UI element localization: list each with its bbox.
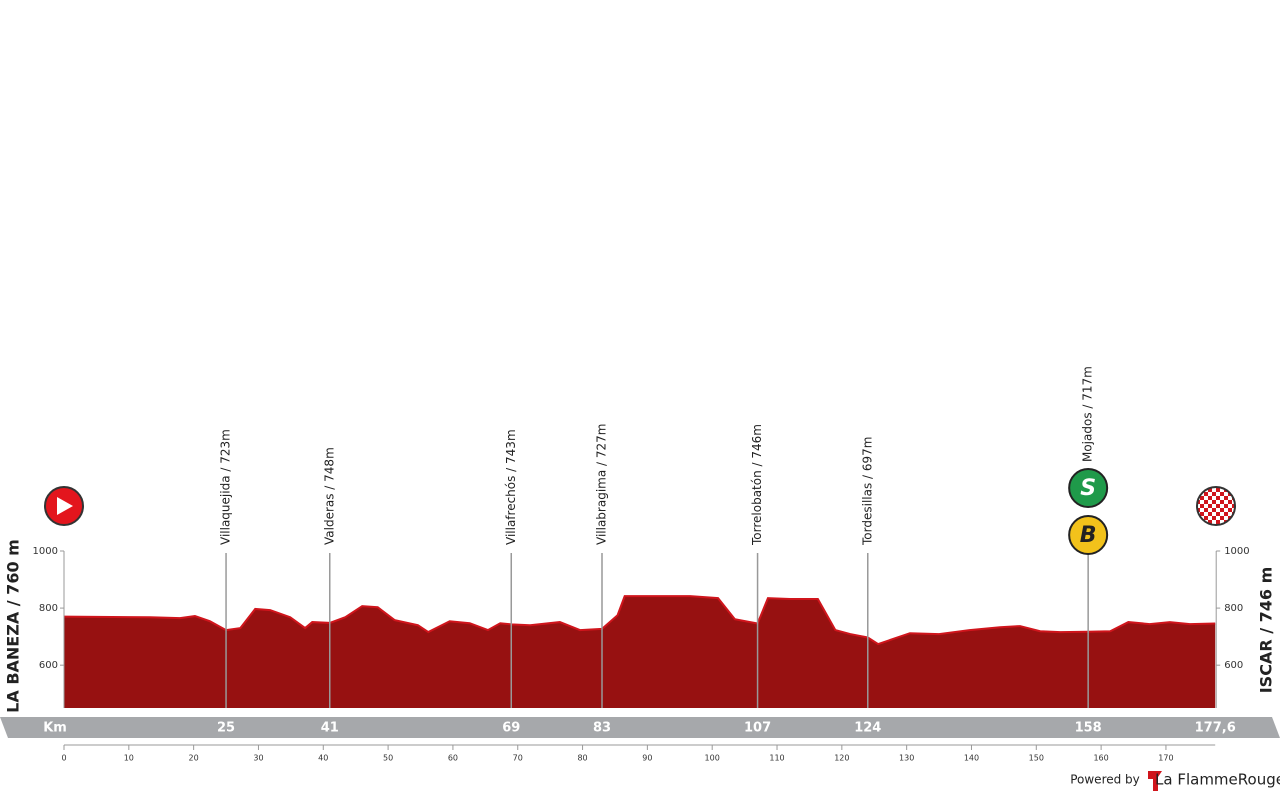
y-tick-label: 1000 (33, 546, 58, 557)
start-icon (44, 486, 84, 526)
waypoint-label: Valderas / 748m (322, 447, 336, 545)
waypoint-icon-label: S (1080, 476, 1096, 501)
waypoint-label: Torrelobatón / 746m (750, 424, 764, 546)
finish-label: ISCAR / 746 m (1257, 567, 1276, 694)
x-tick-label: 100 (705, 754, 720, 763)
x-tick-label: 20 (189, 754, 199, 763)
y-tick-label: 600 (1224, 660, 1243, 671)
x-tick-label: 110 (769, 754, 784, 763)
waypoint-icon (1068, 515, 1109, 555)
x-tick-label: 170 (1158, 754, 1173, 763)
waypoint-icon-label: B (1080, 523, 1097, 548)
x-tick-label: 150 (1029, 754, 1044, 763)
waypoint-km: 41 (321, 721, 339, 736)
x-tick-label: 30 (253, 754, 263, 763)
x-tick-label: 40 (318, 754, 328, 763)
y-tick-label: 600 (39, 660, 58, 671)
brand: La FlammeRouge (1155, 771, 1280, 789)
finish-icon (1196, 486, 1236, 526)
x-tick-label: 140 (964, 754, 979, 763)
y-tick-label: 800 (1224, 603, 1243, 614)
waypoint-km: 83 (593, 721, 611, 736)
waypoint-km: 69 (502, 721, 520, 736)
waypoint-label: Villafrechós / 743m (504, 429, 518, 545)
x-tick-label: 130 (899, 754, 914, 763)
x-label: Km (43, 721, 67, 736)
x-tick-label: 120 (834, 754, 849, 763)
waypoint-label: Tordesillas / 697m (860, 437, 874, 546)
profile-line (63, 595, 1216, 646)
y-tick-label: 800 (39, 603, 58, 614)
waypoint-km: 25 (217, 721, 235, 736)
waypoint-km: 158 (1075, 721, 1102, 736)
x-tick-label: 80 (577, 754, 587, 763)
x-tick-label: 0 (61, 754, 66, 763)
powered-by: Powered by (1070, 773, 1140, 787)
x-tick-label: 10 (124, 754, 134, 763)
x-tick-label: 70 (513, 754, 523, 763)
start-label: LA BANEZA / 760 m (4, 539, 23, 713)
waypoint-label: Villabragima / 727m (595, 424, 609, 545)
y-tick-label: 1000 (1224, 546, 1249, 557)
x-tick-label: 90 (642, 754, 652, 763)
x-tick-label: 60 (448, 754, 458, 763)
waypoint-km: 124 (854, 721, 881, 736)
waypoint-label: Villaquejida / 723m (219, 429, 233, 545)
x-tick-label: 160 (1093, 754, 1108, 763)
brand-logo (1148, 771, 1162, 791)
area-fill (64, 596, 1216, 708)
waypoint-km: 107 (744, 721, 771, 736)
waypoint-icon (1068, 468, 1109, 508)
km-band (0, 717, 1280, 738)
finish-km: 177,6 (1195, 721, 1236, 736)
waypoint-label: Mojados / 717m (1081, 366, 1095, 462)
x-tick-label: 50 (383, 754, 393, 763)
